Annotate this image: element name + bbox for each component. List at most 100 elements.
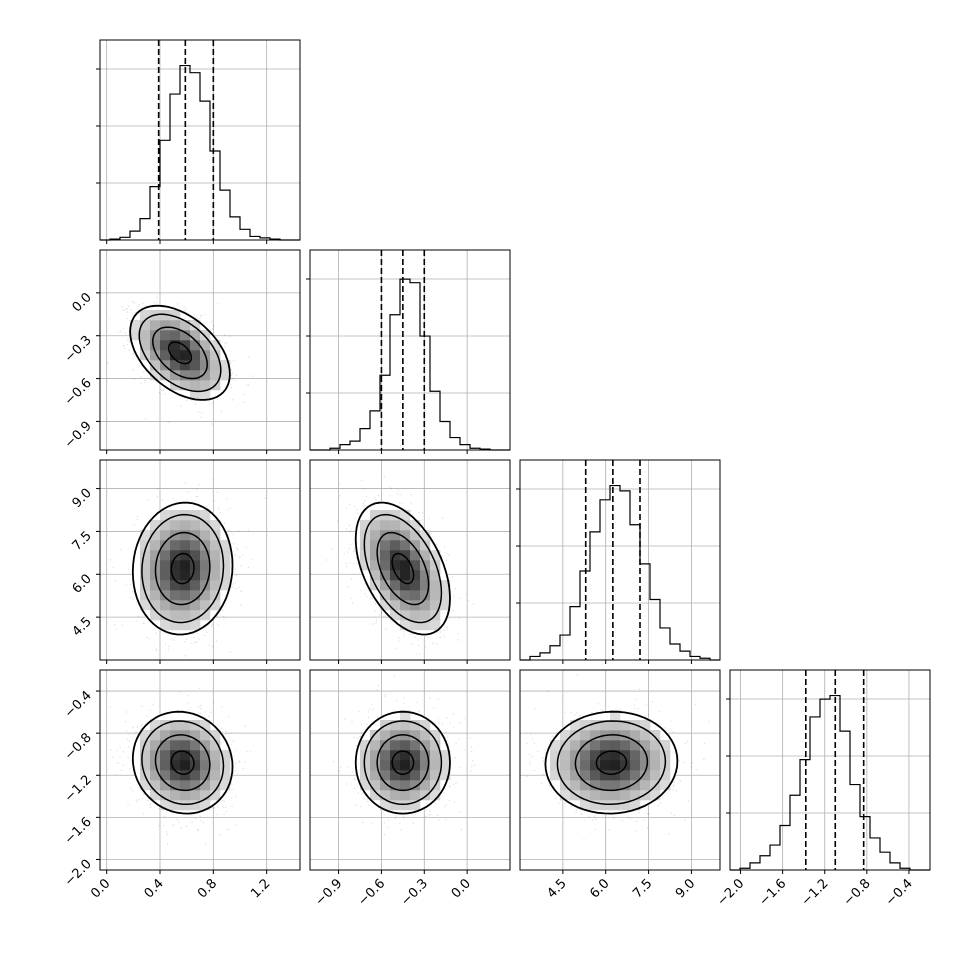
density-cell — [220, 370, 231, 381]
contour-line — [154, 531, 211, 606]
density-cell — [140, 550, 151, 561]
density-cell — [180, 790, 191, 801]
density-cell — [190, 520, 201, 531]
density-cell — [570, 770, 581, 781]
contour-line — [170, 750, 195, 775]
panel-frame — [99, 249, 301, 451]
density-cell — [640, 760, 651, 771]
density-cell — [140, 760, 151, 771]
density-cell — [380, 550, 391, 561]
density-cell — [220, 570, 231, 581]
density-cell — [640, 750, 651, 761]
density-cell — [170, 780, 181, 791]
density-cell — [570, 740, 581, 751]
panel-content — [110, 479, 266, 657]
density-cell — [630, 790, 641, 801]
density-cell — [220, 550, 231, 561]
density-cell — [360, 520, 371, 531]
density-cell — [580, 750, 591, 761]
density-cell — [180, 610, 191, 621]
density-cell — [220, 760, 231, 771]
density-cell — [380, 560, 391, 571]
density-cell — [360, 780, 371, 791]
density-cell — [210, 340, 221, 351]
density-cell — [430, 550, 441, 561]
density-cell — [200, 540, 211, 551]
density-cell — [210, 360, 221, 371]
density-cell — [560, 740, 571, 751]
density-cell — [380, 590, 391, 601]
density-cell — [410, 550, 421, 561]
panel-content — [107, 296, 254, 425]
density-cell — [160, 370, 171, 381]
density-cell — [160, 780, 171, 791]
density-cell — [410, 580, 421, 591]
density-cell — [150, 790, 161, 801]
density-cell — [660, 770, 671, 781]
density-cell — [430, 600, 441, 611]
density-cell — [590, 780, 601, 791]
density-cell — [380, 580, 391, 591]
panel-frame — [99, 669, 301, 871]
panel-background — [730, 670, 930, 870]
density-cell — [210, 560, 221, 571]
density-cell — [560, 750, 571, 761]
density-cell — [220, 360, 231, 371]
density-cell — [420, 570, 431, 581]
density-cell — [150, 350, 161, 361]
density-cell — [170, 800, 181, 811]
density-cell — [400, 780, 411, 791]
panel-content — [520, 674, 710, 841]
density-cell — [620, 770, 631, 781]
density-cell — [630, 750, 641, 761]
contour-line — [131, 710, 234, 815]
density-cell — [590, 800, 601, 811]
density-cell — [420, 790, 431, 801]
density-cell — [590, 750, 601, 761]
density-cell — [650, 760, 661, 771]
density-cell — [430, 580, 441, 591]
density-cell — [190, 790, 201, 801]
density-cell — [630, 730, 641, 741]
density-cell — [200, 760, 211, 771]
density-cell — [610, 790, 621, 801]
density-cell — [180, 740, 191, 751]
density-cell — [170, 600, 181, 611]
density-cell — [190, 340, 201, 351]
density-cell — [210, 590, 221, 601]
density-cell — [380, 780, 391, 791]
density-cell — [610, 750, 621, 761]
density-cell — [420, 780, 431, 791]
density-cell — [630, 740, 641, 751]
density-cell — [390, 770, 401, 781]
density-cell — [400, 720, 411, 731]
density-cell — [200, 790, 211, 801]
density-cell — [420, 720, 431, 731]
density-cell — [420, 550, 431, 561]
histogram-panel-3 — [516, 459, 721, 661]
density-cell — [380, 770, 391, 781]
panel-frame — [99, 39, 301, 241]
density-cell — [140, 330, 151, 341]
density-cell — [430, 790, 441, 801]
density-cell — [170, 540, 181, 551]
density-cell — [390, 800, 401, 811]
density-cell — [200, 340, 211, 351]
density-cell — [210, 790, 221, 801]
density-cell — [200, 370, 211, 381]
density-cell — [650, 750, 661, 761]
density-cell — [370, 750, 381, 761]
density-cell — [620, 790, 631, 801]
density-cell — [190, 720, 201, 731]
density-cell — [640, 780, 651, 791]
density-cell — [160, 760, 171, 771]
density-cell — [580, 730, 591, 741]
density-cell — [410, 520, 421, 531]
density-cell — [640, 720, 651, 731]
density-cell — [550, 740, 561, 751]
density-cell — [550, 760, 561, 771]
density-cell — [160, 600, 171, 611]
density-cell — [610, 800, 621, 811]
density-cell — [590, 770, 601, 781]
density-cell — [380, 730, 391, 741]
